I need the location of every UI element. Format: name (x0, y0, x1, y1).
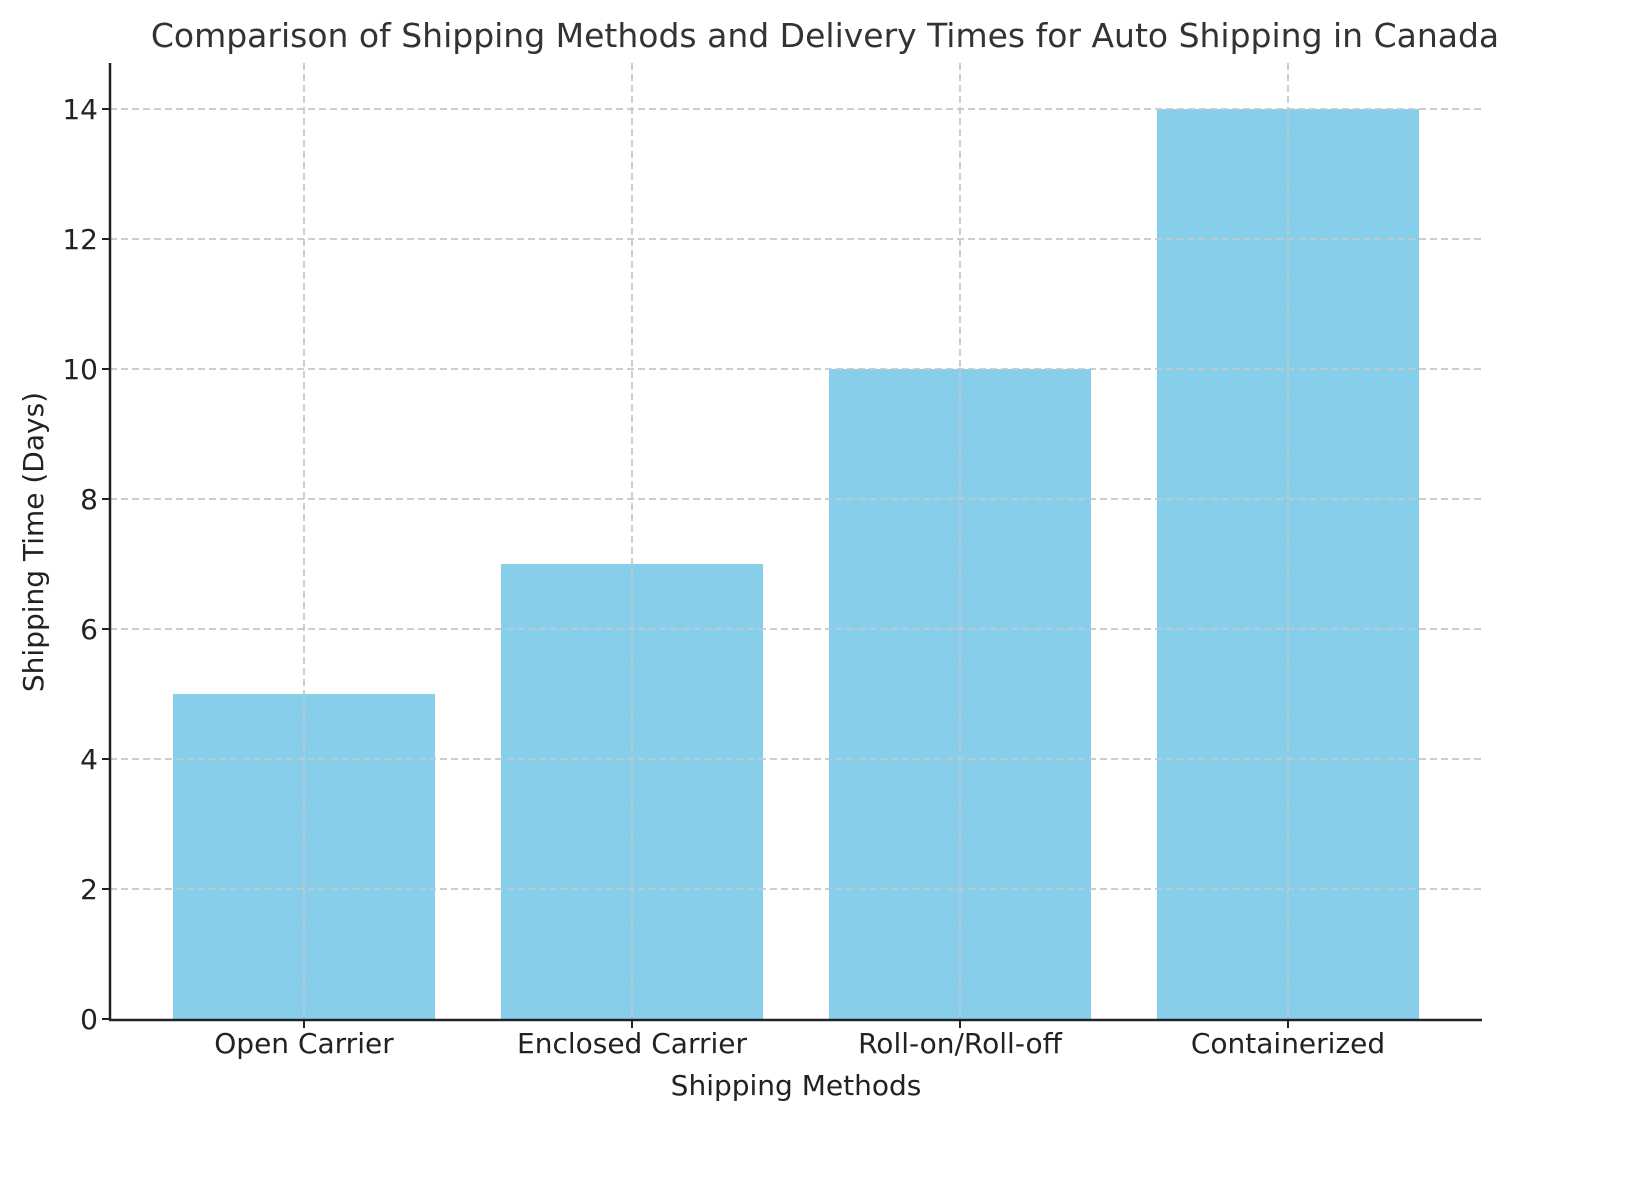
gridlines-overlay (110, 63, 1482, 1019)
y-tick-label: 2 (80, 873, 98, 906)
y-axis-ticks: 0 2 4 6 8 10 12 14 (62, 93, 110, 1036)
y-tick-label: 12 (62, 223, 98, 256)
y-tick-label: 6 (80, 613, 98, 646)
x-gridlines (303, 63, 1289, 1019)
x-tick-label: Roll-on/Roll-off (858, 1027, 1062, 1060)
y-tick-label: 0 (80, 1003, 98, 1036)
chart-title: Comparison of Shipping Methods and Deliv… (151, 16, 1499, 55)
x-tick-label: Enclosed Carrier (517, 1027, 747, 1060)
x-tick-label: Open Carrier (214, 1027, 394, 1060)
y-tick-label: 14 (62, 93, 98, 126)
y-tick-label: 4 (80, 743, 98, 776)
x-axis-ticks: Open Carrier Enclosed Carrier Roll-on/Roll… (214, 1019, 1385, 1060)
bars (173, 109, 1419, 1019)
y-axis-label: Shipping Time (Days) (17, 392, 50, 692)
y-tick-label: 8 (80, 483, 98, 516)
x-axis-label: Shipping Methods (671, 1069, 922, 1102)
y-tick-label: 10 (62, 353, 98, 386)
x-tick-label: Containerized (1191, 1027, 1385, 1060)
